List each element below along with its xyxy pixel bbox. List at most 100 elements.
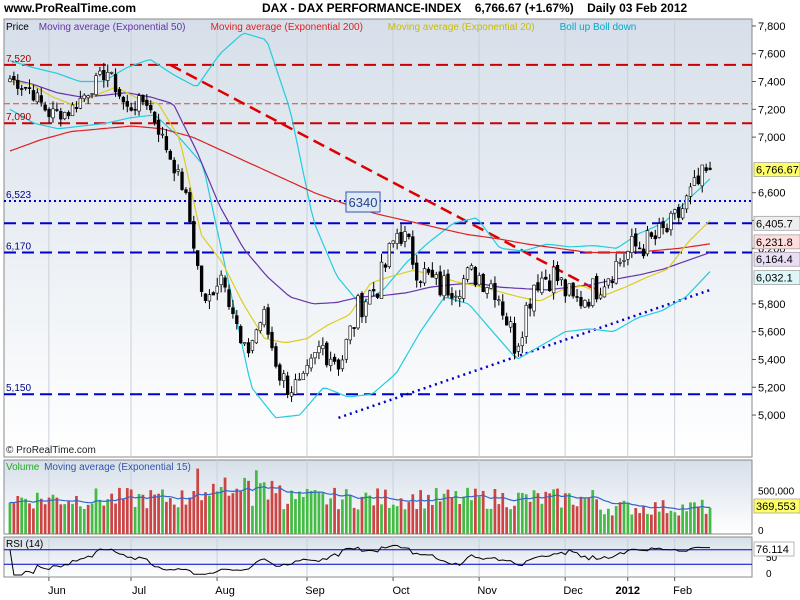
level-label: 7,520 (6, 54, 31, 65)
candle-body (313, 352, 317, 359)
candle-body (160, 133, 165, 136)
volume-bar (677, 515, 681, 534)
candle-body (278, 364, 282, 381)
legend-entry: Price (6, 22, 29, 33)
volume-bar (669, 510, 673, 534)
candle-body (74, 107, 79, 109)
x-tick-label: Sep (305, 585, 325, 597)
last-value-box (753, 215, 800, 231)
volume-bar (528, 501, 532, 534)
volume-bar (430, 504, 434, 534)
candle-body (684, 195, 689, 210)
candle-body (368, 290, 372, 305)
grid-layer (48, 19, 756, 581)
candle-body (297, 378, 302, 381)
volume-bar (157, 493, 160, 534)
volume-bars (8, 468, 712, 534)
volume-bar (653, 502, 657, 534)
candle-body (481, 274, 485, 292)
volume-bar (524, 494, 528, 534)
candle-body (285, 375, 290, 395)
candle-body (328, 358, 333, 366)
volume-ma-line (9, 486, 710, 511)
watermark: © ProRealTime.com (6, 445, 96, 456)
volume-bar (474, 488, 477, 534)
candle-body (172, 159, 176, 174)
candle-body (188, 192, 192, 223)
candle-body (196, 250, 200, 266)
candle-body (340, 359, 345, 370)
candle-body (641, 248, 646, 257)
candle-body (246, 342, 251, 354)
volume-bar (239, 490, 243, 534)
volume-bar (137, 493, 141, 534)
volume-bar (227, 495, 231, 534)
candle-body (352, 327, 356, 329)
volume-bar (43, 504, 47, 534)
candle-body (235, 315, 239, 324)
candle-body (121, 96, 126, 103)
volume-bar (51, 494, 55, 534)
last-value-label: 6,032.1 (756, 273, 793, 285)
candle-body (141, 95, 145, 103)
volume-bar (556, 488, 559, 534)
candle-body (125, 101, 129, 107)
volume-bar (442, 493, 446, 534)
candle-body (231, 307, 235, 315)
x-tick-label: Oct (393, 585, 410, 597)
candle-body (598, 294, 603, 299)
volume-bar (258, 483, 262, 534)
candle-body (677, 206, 681, 218)
volume-bar (501, 492, 505, 534)
volume-bar (552, 489, 555, 534)
volume-bar (55, 497, 59, 534)
candle-body (665, 227, 669, 232)
candle-body (418, 281, 423, 283)
candle-body (379, 261, 384, 300)
x-tick-label: 2012 (615, 585, 639, 597)
candle-body (485, 287, 489, 294)
volume-bar (563, 493, 567, 534)
legend-entry: Moving average (Exponential 200) (211, 22, 363, 33)
candle-body (614, 261, 618, 284)
volume-bar (47, 497, 51, 534)
candle-body (66, 112, 71, 117)
volume-bar (86, 504, 90, 534)
volume-bar (28, 503, 31, 534)
candle-body (524, 304, 528, 337)
volume-bar (344, 489, 348, 534)
candle-body (364, 301, 368, 317)
y-tick-label: 5,200 (758, 382, 786, 394)
candle-body (254, 329, 259, 344)
volume-bar (618, 502, 622, 534)
volume-bar (145, 508, 149, 534)
volume-bar (548, 493, 552, 534)
last-value-box (753, 234, 800, 250)
candle-body (399, 231, 403, 244)
volume-bar (8, 502, 12, 534)
volume-bar (411, 494, 415, 534)
volume-bar (489, 508, 493, 534)
candle-body (262, 309, 266, 326)
candle-body (657, 223, 661, 238)
candle-body (594, 276, 599, 300)
candle-body (622, 260, 626, 262)
volume-bar (638, 513, 642, 534)
volume-bar (567, 493, 571, 534)
volume-bar (329, 498, 333, 534)
candle-body (293, 379, 298, 395)
candle-body (700, 164, 704, 187)
candle-body (207, 294, 212, 302)
candle-body (469, 265, 474, 270)
candle-body (504, 316, 509, 326)
volume-bar (665, 513, 669, 534)
candle-body (618, 262, 622, 264)
volume-bar (262, 482, 266, 534)
candle-body (360, 292, 364, 318)
candle-body (270, 331, 274, 349)
candle-body (536, 282, 540, 291)
volume-bar (341, 499, 344, 534)
volume-bar (599, 509, 602, 534)
resistance-trendline (169, 63, 598, 292)
candle-body (35, 92, 40, 103)
